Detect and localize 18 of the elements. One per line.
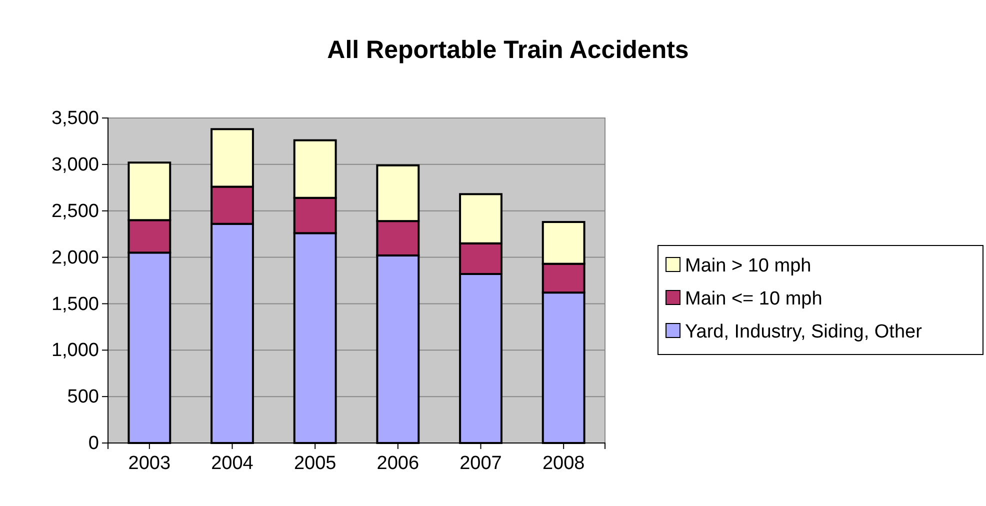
- y-tick-label: 2,000: [51, 247, 99, 268]
- chart-title: All Reportable Train Accidents: [327, 36, 689, 64]
- y-tick-label: 2,500: [51, 200, 99, 222]
- x-tick-label: 2008: [542, 453, 585, 474]
- legend-label: Main > 10 mph: [685, 256, 812, 276]
- y-tick-label: 0: [88, 433, 99, 454]
- legend-label: Yard, Industry, Siding, Other: [685, 322, 923, 342]
- x-tick-label: 2003: [128, 453, 171, 474]
- legend-label: Main <= 10 mph: [685, 288, 822, 310]
- y-tick-label: 500: [67, 386, 99, 408]
- y-tick-label: 3,500: [51, 108, 99, 130]
- x-tick-label: 2004: [211, 453, 254, 474]
- y-tick-label: 1,000: [51, 340, 99, 362]
- y-tick-label: 1,500: [51, 294, 99, 315]
- x-tick-label: 2007: [460, 453, 502, 474]
- y-tick-label: 3,000: [51, 154, 99, 176]
- x-tick-label: 2006: [376, 453, 420, 474]
- x-tick-label: 2005: [294, 453, 336, 474]
